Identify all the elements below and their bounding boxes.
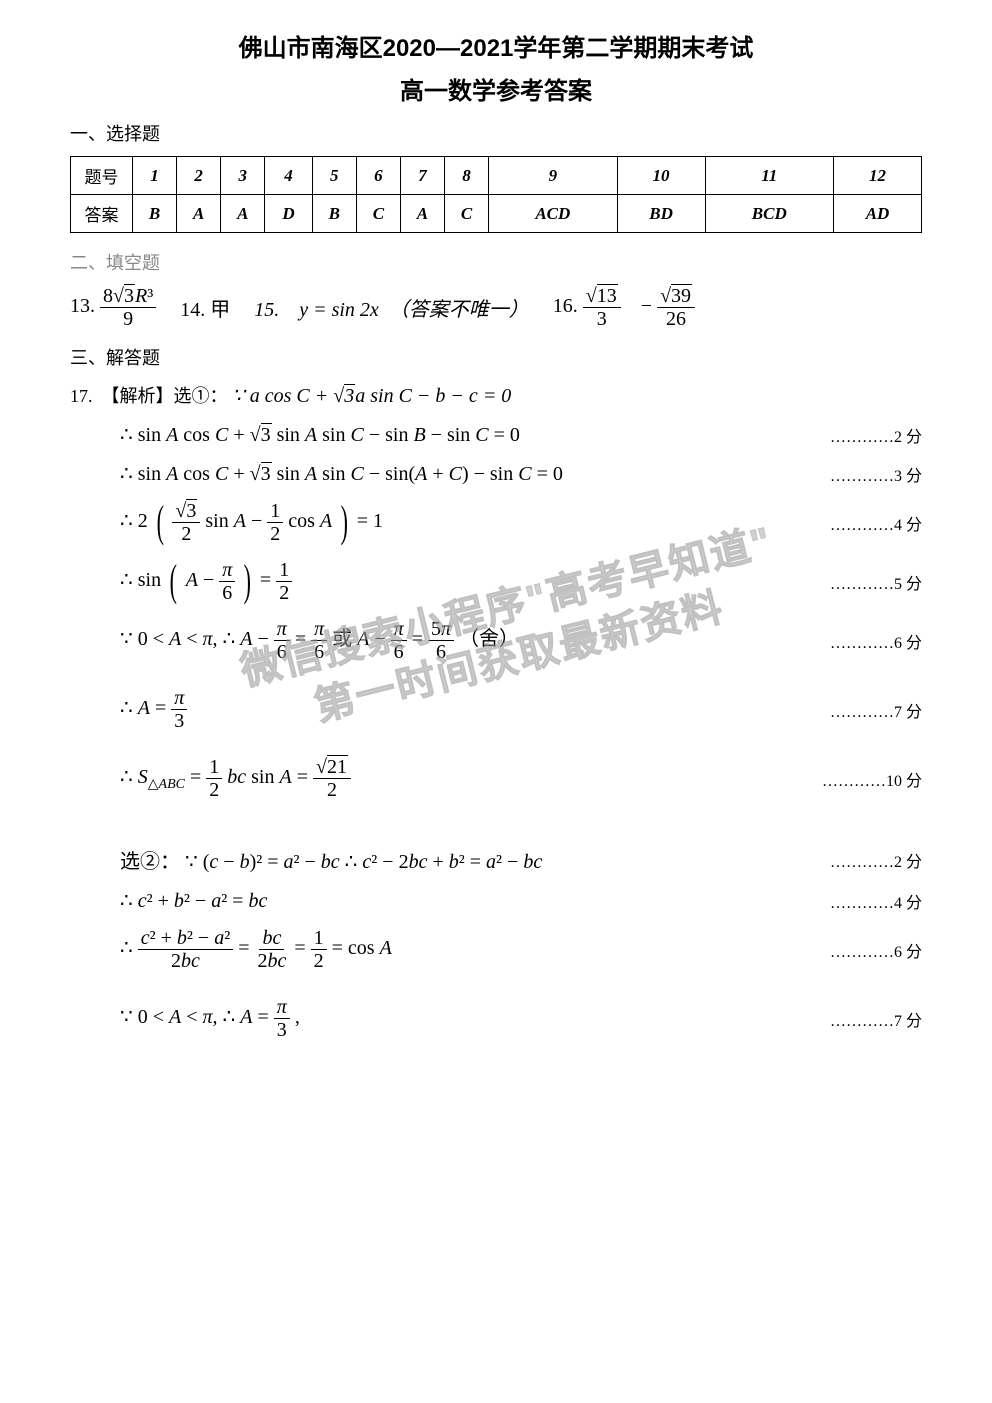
score: …………10 分 <box>822 767 922 791</box>
score: …………4 分 <box>830 889 922 913</box>
score: …………2 分 <box>830 848 922 872</box>
q17-opt2-line2: ∴ c² + b² − a² = bc …………4 分 <box>70 888 922 913</box>
cell: AD <box>834 195 922 233</box>
row-label: 题号 <box>71 157 133 195</box>
score: …………3 分 <box>830 462 922 486</box>
cell: 5 <box>312 157 356 195</box>
cell: 6 <box>356 157 400 195</box>
score: …………7 分 <box>830 698 922 722</box>
section-1-label: 一、选择题 <box>70 120 922 146</box>
doc-title-2: 高一数学参考答案 <box>70 71 922 106</box>
table-row-answers: 答案 B A A D B C A C ACD BD BCD AD <box>71 195 922 233</box>
cell: BCD <box>705 195 833 233</box>
cell: 1 <box>133 157 177 195</box>
q17-opt2-line1: 选②： ∵ (c − b)² = a² − bc ∴ c² − 2bc + b²… <box>70 845 922 874</box>
section-3-label: 三、解答题 <box>70 344 922 370</box>
cell: B <box>312 195 356 233</box>
score: …………4 分 <box>830 511 922 535</box>
q17-line7: ∴ S△ABC = 12 bc sin A = 212 …………10 分 <box>70 756 922 801</box>
q15: 15. y = sin 2x （答案不唯一） <box>254 293 529 322</box>
q17-opt2-line3: ∴ c² + b² − a²2bc = bc2bc = 12 = cos A …… <box>70 927 922 972</box>
cell: 4 <box>265 157 312 195</box>
q17-opt2-line4: ∵ 0 < A < π, ∴ A = π3 , …………7 分 <box>70 996 922 1041</box>
q17-line1: ∴ sin A cos C + 3 sin A sin C − sin B − … <box>70 422 922 447</box>
fill-answers: 13. 83R³ 9 14. 甲 15. y = sin 2x （答案不唯一） … <box>70 285 922 330</box>
score: …………6 分 <box>830 938 922 962</box>
section-2-label: 二、填空题 <box>70 249 922 275</box>
row-label: 答案 <box>71 195 133 233</box>
cell: 7 <box>400 157 444 195</box>
q17-line3: ∴ 2 ( 32 sin A − 12 cos A ) = 1 …………4 分 <box>70 500 922 545</box>
answer-table: 题号 1 2 3 4 5 6 7 8 9 10 11 12 答案 B A A D… <box>70 156 922 233</box>
cell: 10 <box>617 157 705 195</box>
cell: 2 <box>177 157 221 195</box>
cell: D <box>265 195 312 233</box>
cell: C <box>356 195 400 233</box>
cell: BD <box>617 195 705 233</box>
q16: 16. 13 3 − 39 26 <box>553 285 695 330</box>
cell: A <box>177 195 221 233</box>
q17-header: 17. 【解析】选①： ∵ a cos C + 3a sin C − b − c… <box>70 382 922 408</box>
score: …………6 分 <box>830 629 922 653</box>
cell: C <box>445 195 489 233</box>
doc-title-1: 佛山市南海区2020—2021学年第二学期期末考试 <box>70 28 922 63</box>
cell: 3 <box>221 157 265 195</box>
q17-line6: ∴ A = π3 …………7 分 <box>70 687 922 732</box>
cell: 8 <box>445 157 489 195</box>
cell: B <box>133 195 177 233</box>
score: …………7 分 <box>830 1007 922 1031</box>
q13: 13. 83R³ 9 <box>70 285 156 330</box>
q17-line2: ∴ sin A cos C + 3 sin A sin C − sin(A + … <box>70 461 922 486</box>
cell: A <box>221 195 265 233</box>
score: …………2 分 <box>830 423 922 447</box>
table-row-header: 题号 1 2 3 4 5 6 7 8 9 10 11 12 <box>71 157 922 195</box>
cell: A <box>400 195 444 233</box>
score: …………5 分 <box>830 570 922 594</box>
q17-line4: ∴ sin ( A − π6 ) = 12 …………5 分 <box>70 559 922 604</box>
q17-line5: ∵ 0 < A < π, ∴ A − π6 = π6 或 A − π6 = 5π… <box>70 618 922 663</box>
cell: 11 <box>705 157 833 195</box>
cell: 12 <box>834 157 922 195</box>
cell: ACD <box>489 195 617 233</box>
cell: 9 <box>489 157 617 195</box>
q14: 14. 甲 <box>180 293 230 322</box>
